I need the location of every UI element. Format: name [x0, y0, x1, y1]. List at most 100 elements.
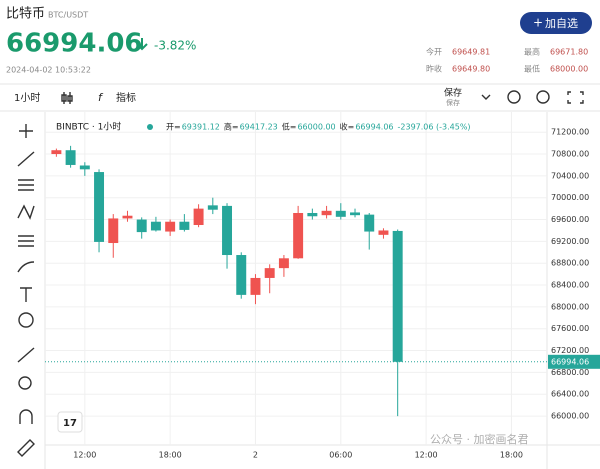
x-tick-label: 18:00	[500, 451, 523, 460]
candle-body	[94, 172, 105, 242]
timestamp: 2024-04-02 10:53:22	[6, 66, 91, 75]
dropdown[interactable]	[481, 94, 491, 100]
y-tick-label: 68000.00	[551, 302, 589, 311]
last-price-label: 66994.06	[551, 357, 589, 366]
candle-body	[321, 210, 332, 216]
y-tick-label: 69600.00	[551, 215, 589, 224]
candle-body	[150, 221, 161, 231]
legend-label: 低=	[282, 122, 297, 132]
y-tick-label: 70400.00	[551, 171, 589, 180]
candle-body	[207, 205, 218, 210]
watermark: 公众号 · 加密画名君	[430, 432, 529, 446]
stat-value: 68000.00	[550, 65, 588, 74]
x-tick-label: 18:00	[159, 451, 182, 460]
fx-icon[interactable]: f	[98, 91, 104, 104]
magnet-tool[interactable]	[19, 409, 33, 424]
save[interactable]: 保存	[444, 87, 462, 99]
candle-icon[interactable]	[61, 92, 73, 104]
button-label: 加自选	[545, 17, 578, 30]
legend-change: -2397.06 (-3.45%)	[398, 123, 471, 132]
crosshair-tool[interactable]	[19, 124, 33, 138]
add-watchlist-button[interactable]	[520, 12, 592, 34]
x-tick-label: 12:00	[73, 451, 96, 460]
y-tick-label: 67600.00	[551, 324, 589, 333]
interval[interactable]: 1小时	[14, 92, 40, 104]
y-tick-label: 71200.00	[551, 128, 589, 137]
text-tool[interactable]	[20, 287, 32, 302]
tv-logo-mark: 17	[63, 418, 77, 429]
zoom-tool[interactable]	[18, 376, 32, 390]
stat-label: 今开	[426, 47, 442, 57]
stat-value: 69649.81	[452, 48, 490, 57]
last-price-tag	[548, 354, 600, 369]
candle-body	[378, 230, 389, 235]
x-tick-label: 2	[253, 451, 258, 460]
legend-value: 66000.00	[297, 123, 335, 132]
price: 66994.06	[6, 29, 143, 59]
legend-value: 69417.23	[240, 123, 278, 132]
legend-label: 高=	[224, 122, 239, 132]
stat-label: 最高	[524, 47, 540, 57]
x-tick-label: 12:00	[415, 451, 438, 460]
brush-tool[interactable]	[17, 261, 35, 273]
y-tick-label: 67200.00	[551, 346, 589, 355]
candle-body	[136, 219, 147, 233]
y-tick-label: 69200.00	[551, 237, 589, 246]
candle-body	[165, 221, 176, 232]
x-tick-label: 06:00	[329, 451, 352, 460]
legend-value: 66994.06	[355, 123, 393, 132]
stat-value: 69649.80	[452, 65, 490, 74]
legend-label: 开=	[166, 123, 181, 132]
candle-body	[278, 258, 289, 269]
y-tick-label: 66800.00	[551, 368, 589, 377]
candle-body	[179, 221, 190, 230]
symbol: BINBTC · 1小时	[56, 121, 121, 133]
candle-body	[250, 277, 261, 295]
pencil-tool[interactable]	[17, 439, 35, 457]
y-tick-label: 68400.00	[551, 281, 589, 290]
zoom-icon[interactable]	[507, 90, 521, 104]
candle-body	[65, 150, 76, 165]
emoji-tool[interactable]	[18, 312, 34, 328]
y-tick-label: 70000.00	[551, 193, 589, 202]
candle-body	[364, 214, 375, 232]
candle-body	[307, 212, 318, 217]
fullscreen-icon[interactable]	[567, 91, 584, 104]
tools	[17, 124, 35, 457]
stat-value: 69671.80	[550, 48, 588, 57]
stat-label: 最低	[524, 64, 540, 74]
title: 比特币	[6, 7, 45, 22]
status-dot	[147, 124, 153, 130]
candle-body	[392, 230, 403, 362]
settings-icon[interactable]	[536, 90, 550, 104]
candle-body	[193, 208, 204, 226]
line-tool[interactable]	[17, 151, 35, 167]
hlines-tool[interactable]	[18, 179, 34, 191]
candle-body	[264, 268, 275, 278]
candle-body	[293, 212, 304, 259]
save-sub: 保存	[446, 98, 460, 107]
candle-body	[108, 218, 119, 244]
y-tick-label: 70800.00	[551, 150, 589, 159]
y-tick-label: 68800.00	[551, 259, 589, 268]
fib-tool[interactable]	[18, 235, 34, 247]
ruler-tool[interactable]	[17, 347, 35, 363]
stats: 今开 69649.81 最高 69671.80 昨收 69649.80 最低 68000.00	[426, 47, 588, 74]
legend-label: 收=	[340, 122, 355, 132]
y-tick-label: 66000.00	[551, 412, 589, 421]
candle-body	[222, 205, 233, 256]
down-arrow	[136, 38, 148, 51]
y-tick-label: 66400.00	[551, 390, 589, 399]
stat-label: 昨收	[426, 64, 442, 74]
change: -3.82%	[154, 39, 196, 53]
candle-body	[51, 150, 62, 155]
pair: BTC/USDT	[48, 11, 88, 20]
candle-body	[122, 215, 133, 219]
legend-value: 69391.12	[182, 123, 220, 132]
plus-icon: +	[533, 16, 543, 30]
pattern-tool[interactable]	[17, 204, 35, 220]
candle-body	[79, 165, 90, 170]
indicators[interactable]: 指标	[116, 91, 136, 104]
tv-logo[interactable]	[57, 411, 83, 433]
